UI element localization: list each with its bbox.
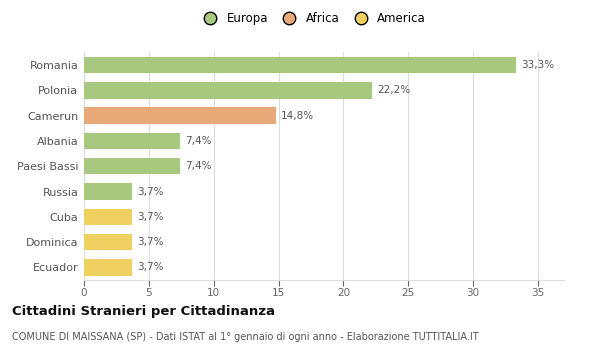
- Text: Cittadini Stranieri per Cittadinanza: Cittadini Stranieri per Cittadinanza: [12, 304, 275, 317]
- Bar: [84, 133, 180, 149]
- Text: 22,2%: 22,2%: [377, 85, 410, 96]
- Text: 14,8%: 14,8%: [281, 111, 314, 121]
- Bar: [84, 57, 516, 74]
- Text: 3,7%: 3,7%: [137, 212, 164, 222]
- Bar: [84, 209, 132, 225]
- Bar: [84, 259, 132, 275]
- Text: COMUNE DI MAISSANA (SP) - Dati ISTAT al 1° gennaio di ogni anno - Elaborazione T: COMUNE DI MAISSANA (SP) - Dati ISTAT al …: [12, 332, 479, 343]
- Text: 7,4%: 7,4%: [185, 136, 212, 146]
- Text: 3,7%: 3,7%: [137, 262, 164, 272]
- Text: 33,3%: 33,3%: [521, 60, 554, 70]
- Bar: [84, 107, 276, 124]
- Text: 7,4%: 7,4%: [185, 161, 212, 171]
- Text: 3,7%: 3,7%: [137, 237, 164, 247]
- Bar: [84, 183, 132, 200]
- Bar: [84, 234, 132, 250]
- Text: 3,7%: 3,7%: [137, 187, 164, 197]
- Bar: [84, 82, 372, 99]
- Legend: Europa, Africa, America: Europa, Africa, America: [193, 8, 431, 30]
- Bar: [84, 158, 180, 174]
